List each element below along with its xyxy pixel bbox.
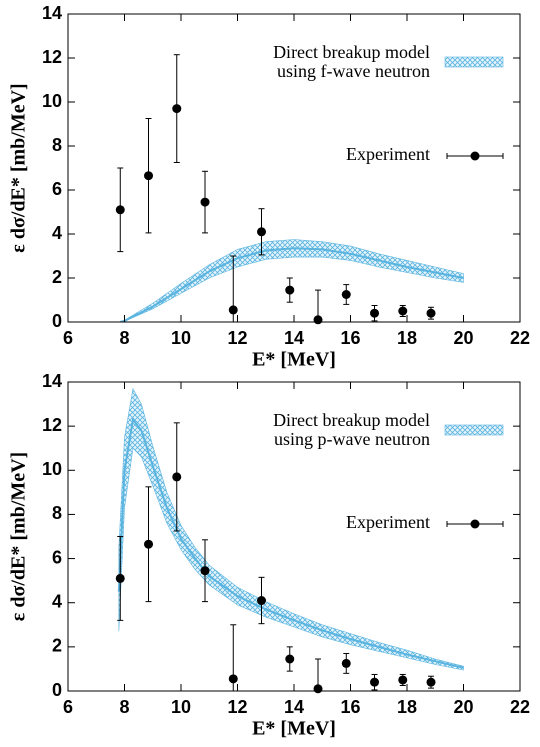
data-point [370, 308, 380, 318]
y-tick-label: 2 [52, 636, 62, 656]
x-tick-label: 12 [227, 328, 247, 348]
legend-marker [470, 151, 480, 161]
y-axis-label: ε dσ/dE* [mb/MeV] [8, 452, 30, 621]
data-point [228, 305, 238, 315]
y-axis-label: ε dσ/dE* [mb/MeV] [8, 83, 30, 252]
y-tick-label: 0 [52, 311, 62, 331]
data-point [172, 104, 182, 114]
x-tick-label: 12 [227, 697, 247, 717]
data-point [370, 677, 380, 687]
y-tick-label: 2 [52, 267, 62, 287]
x-tick-label: 18 [397, 328, 417, 348]
x-tick-label: 8 [119, 328, 129, 348]
data-point [398, 675, 408, 685]
legend-label: Direct breakup model [273, 410, 430, 430]
legend-marker [470, 519, 480, 529]
data-point [398, 306, 408, 316]
y-tick-label: 0 [52, 680, 62, 700]
data-point [257, 227, 267, 237]
x-tick-label: 16 [340, 328, 360, 348]
data-point [341, 290, 351, 299]
data-point [313, 315, 323, 325]
y-tick-label: 8 [52, 503, 62, 523]
data-point [313, 684, 323, 694]
y-tick-label: 12 [42, 47, 62, 67]
data-point [200, 566, 210, 576]
data-point [257, 596, 267, 606]
y-tick-label: 4 [52, 591, 62, 611]
data-point [426, 677, 436, 687]
x-tick-label: 6 [63, 697, 73, 717]
model-line [120, 247, 464, 322]
legend-swatch [444, 424, 504, 436]
x-tick-label: 10 [171, 697, 191, 717]
model-line [117, 417, 464, 669]
legend-label: Experiment [346, 144, 430, 164]
y-tick-label: 10 [42, 91, 62, 111]
data-point [144, 539, 154, 549]
x-tick-label: 10 [171, 328, 191, 348]
x-tick-label: 6 [63, 328, 73, 348]
x-tick-label: 18 [397, 697, 417, 717]
legend-label: Direct breakup model [273, 42, 430, 62]
data-point [200, 197, 210, 207]
data-point [285, 285, 295, 295]
x-axis-label: E* [MeV] [252, 349, 336, 371]
data-point [172, 472, 182, 482]
y-tick-label: 6 [52, 547, 62, 567]
x-tick-label: 20 [453, 697, 473, 717]
data-point [115, 573, 125, 583]
x-tick-label: 20 [453, 328, 473, 348]
legend-label: using f-wave neutron [277, 61, 430, 81]
data-point [228, 674, 238, 684]
plot-area [117, 54, 464, 322]
data-point [115, 205, 125, 215]
model-band [118, 387, 464, 671]
y-tick-label: 14 [42, 371, 62, 391]
data-point [341, 658, 351, 668]
model-band [120, 239, 464, 322]
x-axis-label: E* [MeV] [252, 718, 336, 740]
y-tick-label: 6 [52, 179, 62, 199]
x-tick-label: 14 [284, 328, 304, 348]
data-point [144, 171, 154, 181]
x-tick-label: 22 [510, 328, 530, 348]
x-tick-label: 14 [284, 697, 304, 717]
data-point [426, 308, 436, 318]
data-point [285, 654, 295, 664]
legend-swatch [444, 56, 504, 68]
y-tick-label: 12 [42, 415, 62, 435]
y-tick-label: 10 [42, 459, 62, 479]
x-tick-label: 8 [119, 697, 129, 717]
x-tick-label: 16 [340, 697, 360, 717]
y-tick-label: 14 [42, 3, 62, 23]
y-tick-label: 4 [52, 223, 62, 243]
x-tick-label: 22 [510, 697, 530, 717]
y-tick-label: 8 [52, 135, 62, 155]
legend-label: using p-wave neutron [274, 429, 430, 449]
legend-label: Experiment [346, 512, 430, 532]
